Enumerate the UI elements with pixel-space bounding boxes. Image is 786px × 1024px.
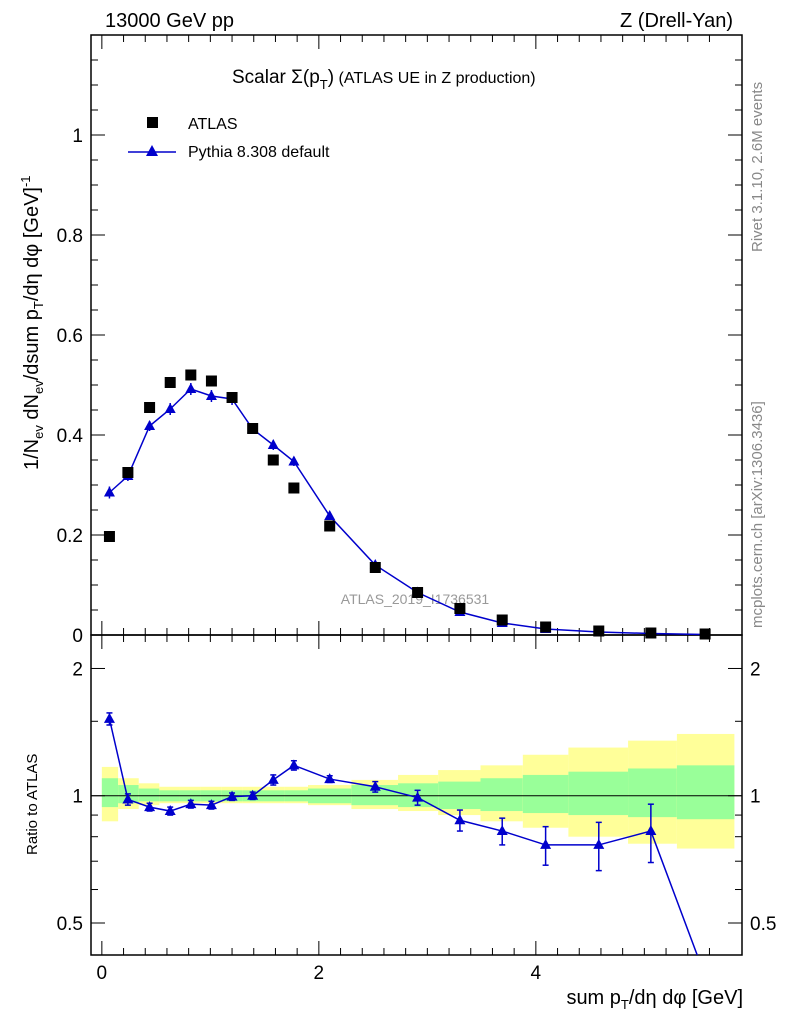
main-y-tick-label: 1 bbox=[72, 126, 83, 147]
band-inner bbox=[522, 774, 569, 814]
mc-point bbox=[205, 390, 217, 400]
ratio-y-tick-label-right: 1 bbox=[750, 787, 761, 808]
mc-point bbox=[288, 455, 300, 466]
ratio-point bbox=[540, 838, 552, 849]
atlas-point bbox=[699, 628, 711, 640]
ratio-point bbox=[324, 773, 336, 784]
atlas-point bbox=[103, 531, 115, 542]
main-y-axis-label: 1/Nev dNev/dsum pT/dη dφ [GeV]-1 bbox=[18, 175, 46, 470]
main-y-tick-label: 0.4 bbox=[57, 426, 84, 447]
atlas-point bbox=[247, 423, 259, 434]
mc-point bbox=[164, 403, 176, 413]
plot-title-sigma: Σ(p bbox=[291, 67, 320, 88]
header-right: Z (Drell-Yan) bbox=[620, 10, 733, 32]
ratio-point bbox=[103, 712, 115, 723]
main-y-tick-label: 0.2 bbox=[57, 526, 83, 547]
ratio-point bbox=[185, 798, 197, 809]
ratio-point bbox=[164, 805, 176, 816]
ratio-y-tick-label: 2 bbox=[72, 659, 83, 680]
band-inner bbox=[676, 765, 735, 820]
ratio-plot-data bbox=[103, 712, 699, 955]
ratio-y-tick-label-right: 0.5 bbox=[750, 914, 776, 935]
ratio-point bbox=[454, 814, 466, 825]
ratio-point bbox=[369, 780, 381, 791]
atlas-point bbox=[267, 454, 279, 466]
plot-title-suffix: ) bbox=[328, 67, 334, 88]
legend-mc-marker bbox=[146, 145, 158, 156]
ratio-point bbox=[226, 790, 238, 801]
band-inner bbox=[480, 778, 523, 812]
plot-title-sub: T bbox=[320, 77, 328, 92]
mc-point bbox=[103, 486, 115, 497]
atlas-point bbox=[144, 402, 156, 413]
x-tick-label: 0 bbox=[97, 963, 108, 984]
legend-data-label: ATLAS bbox=[188, 116, 238, 133]
band-inner bbox=[101, 778, 119, 808]
ratio-point bbox=[247, 789, 259, 800]
ratio-point bbox=[122, 793, 134, 804]
atlas-point bbox=[540, 621, 552, 633]
atlas-point bbox=[226, 392, 238, 403]
mc-point bbox=[185, 383, 197, 393]
header-left: 13000 GeV pp bbox=[105, 10, 234, 32]
ratio-plot-frame bbox=[90, 634, 743, 956]
main-y-tick-label: 0.6 bbox=[57, 326, 83, 347]
atlas-point bbox=[454, 603, 466, 614]
ratio-point bbox=[205, 799, 217, 810]
main-plot-data bbox=[103, 369, 711, 640]
atlas-point bbox=[288, 482, 300, 494]
ratio-point bbox=[288, 759, 300, 770]
ratio-y-axis-label: Ratio to ATLAS bbox=[24, 754, 41, 855]
ratio-point bbox=[645, 825, 657, 836]
analysis-watermark: ATLAS_2019_I1736531 bbox=[341, 591, 490, 607]
ratio-point bbox=[496, 825, 508, 836]
x-axis-label: sum pT/dη dφ [GeV] bbox=[566, 987, 743, 1012]
ratio-axis-ticks: 0.5 0.5 1 1 2 2 0 2 4 bbox=[57, 635, 776, 984]
mc-point bbox=[267, 439, 279, 449]
ratio-point bbox=[267, 773, 279, 784]
band-inner bbox=[568, 771, 629, 816]
legend-mc-label: Pythia 8.308 default bbox=[188, 144, 330, 161]
ratio-point bbox=[144, 801, 156, 812]
plot-title-prefix: Scalar bbox=[232, 67, 291, 88]
atlas-point bbox=[324, 520, 336, 532]
x-tick-label: 2 bbox=[314, 963, 325, 984]
ratio-point bbox=[593, 838, 605, 849]
mc-point bbox=[144, 420, 156, 430]
main-y-tick-label: 0 bbox=[72, 626, 83, 647]
atlas-point bbox=[412, 587, 424, 598]
atlas-point bbox=[496, 614, 508, 626]
plot-title: Scalar Σ(pT) (ATLAS UE in Z production) bbox=[232, 67, 536, 92]
atlas-point bbox=[645, 627, 657, 639]
legend: ATLAS Pythia 8.308 default bbox=[128, 116, 330, 161]
main-axis-ticks: 0 0.2 0.4 0.6 0.8 1 bbox=[57, 35, 742, 647]
atlas-point bbox=[593, 625, 605, 637]
rivet-label: Rivet 3.1.10, 2.6M events bbox=[749, 82, 766, 252]
band-inner bbox=[628, 768, 677, 818]
main-y-tick-label: 0.8 bbox=[57, 226, 83, 247]
atlas-point bbox=[369, 562, 381, 573]
atlas-point bbox=[205, 375, 217, 387]
atlas-point bbox=[122, 467, 134, 478]
atlas-point bbox=[185, 369, 197, 381]
ratio-y-tick-label-right: 2 bbox=[750, 659, 761, 680]
legend-data-marker bbox=[147, 117, 158, 128]
mc-point bbox=[324, 510, 336, 520]
ratio-y-tick-label: 1 bbox=[72, 787, 83, 808]
mcplots-label: mcplots.cern.ch [arXiv:1306.3436] bbox=[749, 401, 766, 628]
ratio-y-tick-label: 0.5 bbox=[57, 914, 83, 935]
plot-title-rest: (ATLAS UE in Z production) bbox=[334, 70, 536, 87]
atlas-point bbox=[164, 377, 176, 388]
x-tick-label: 4 bbox=[531, 963, 542, 984]
band-inner bbox=[138, 788, 160, 802]
ratio-point bbox=[412, 791, 424, 802]
